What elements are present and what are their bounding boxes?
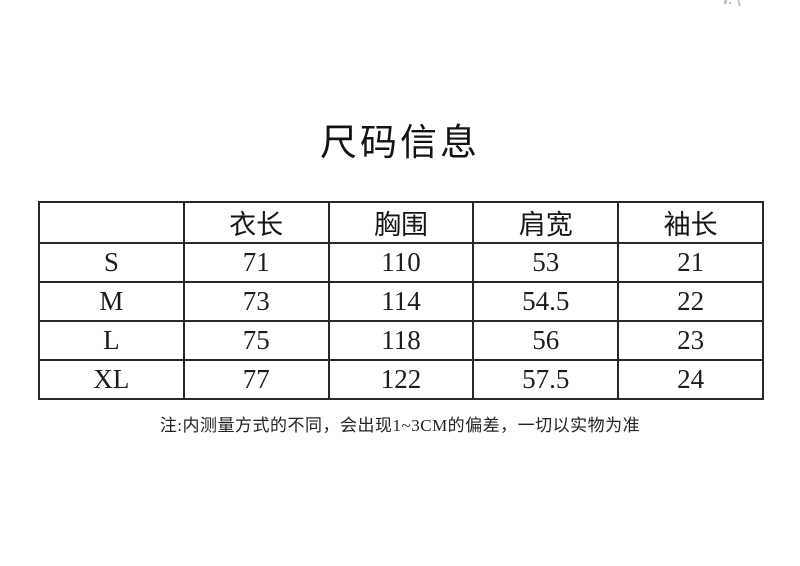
size-label-cell: L (38, 320, 185, 361)
measurement-cell: 77 (182, 359, 330, 400)
measurement-cell: 75 (182, 320, 330, 361)
header-cell-sleeve: 袖长 (617, 201, 764, 244)
measurement-cell: 53 (472, 242, 620, 283)
measurement-cell: 56 (472, 320, 620, 361)
header-cell-garment-length: 衣长 (182, 201, 330, 244)
measurement-cell: 73 (182, 281, 330, 322)
size-label-cell: M (38, 281, 185, 322)
header-cell-shoulder: 肩宽 (472, 201, 620, 244)
size-label-cell: XL (38, 359, 185, 400)
measurement-cell: 23 (617, 320, 764, 361)
table-row-l: L 75 118 56 23 (38, 320, 764, 361)
measurement-cell: 24 (617, 359, 764, 400)
measurement-cell: 57.5 (472, 359, 620, 400)
header-cell-chest: 胸围 (327, 201, 475, 244)
measurement-cell: 114 (327, 281, 475, 322)
measurement-cell: 110 (327, 242, 475, 283)
measurement-cell: 22 (617, 281, 764, 322)
measurement-cell: 118 (327, 320, 475, 361)
header-cell-size (38, 201, 185, 244)
table-row-xl: XL 77 122 57.5 24 (38, 359, 764, 400)
measurement-cell: 122 (327, 359, 475, 400)
table-row-m: M 73 114 54.5 22 (38, 281, 764, 322)
corner-artifact-icon (722, 0, 744, 7)
page-title: 尺码信息 (320, 123, 480, 164)
table-header-row: 衣长 胸围 肩宽 袖长 (38, 201, 764, 244)
size-label-cell: S (38, 242, 185, 283)
measurement-cell: 71 (182, 242, 330, 283)
size-chart-table: 衣长 胸围 肩宽 袖长 S 71 110 53 21 M 73 114 54.5… (38, 201, 764, 400)
measurement-note: 注:内测量方式的不同，会出现1~3CM的偏差，一切以实物为准 (159, 416, 641, 435)
measurement-cell: 54.5 (472, 281, 620, 322)
measurement-cell: 21 (617, 242, 764, 283)
table-row-s: S 71 110 53 21 (38, 242, 764, 283)
